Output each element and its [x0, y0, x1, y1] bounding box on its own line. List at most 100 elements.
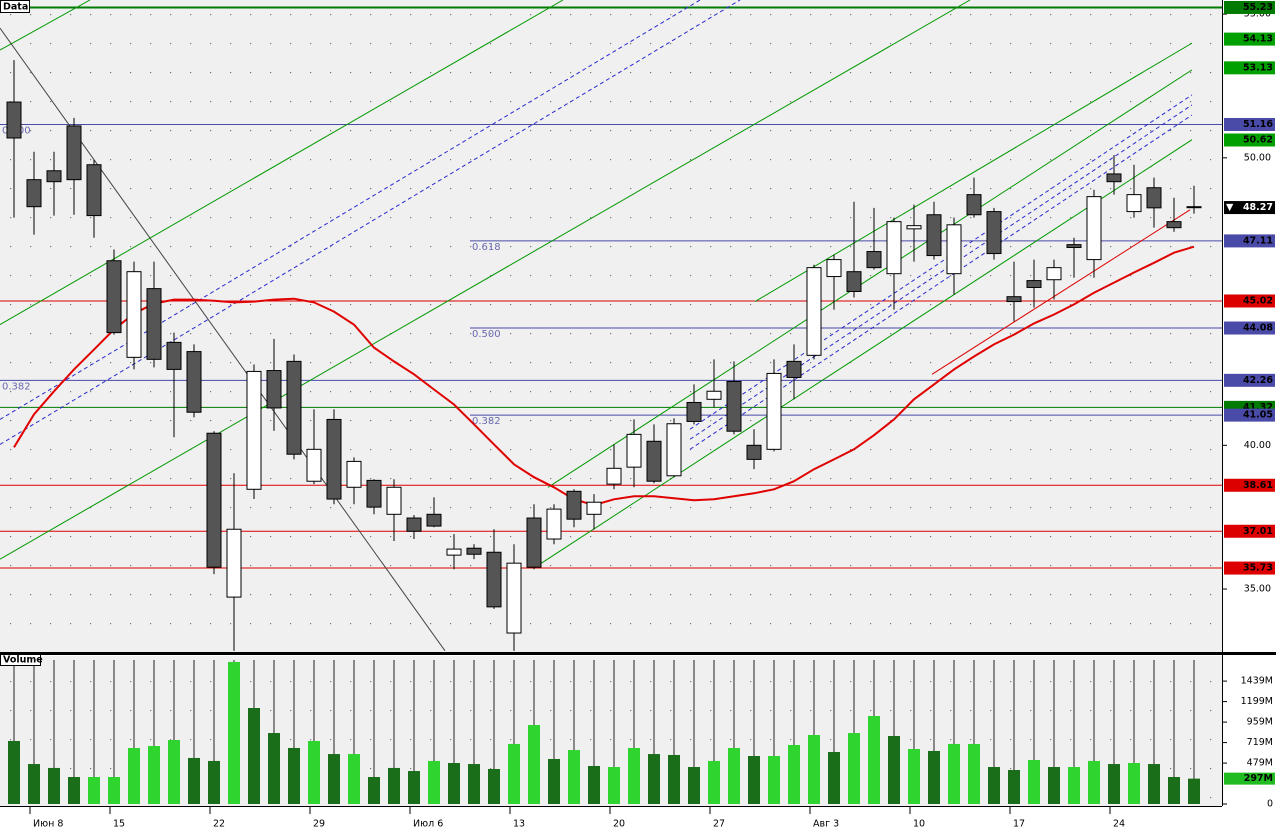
- volume-bar: [8, 740, 20, 804]
- candle-body: [526, 517, 542, 568]
- volume-bar: [728, 747, 740, 804]
- candle-body: [666, 423, 682, 477]
- y-tick-label: 1199M: [1241, 696, 1273, 707]
- panel-label-box: [0, 654, 41, 666]
- volume-bar: [928, 750, 940, 804]
- y-tick-label: 479M: [1247, 758, 1273, 769]
- level-label: 50.62: [1243, 135, 1273, 146]
- volume-bar: [348, 754, 360, 804]
- candle-body: [806, 267, 822, 356]
- x-tick-label: Июн 8: [33, 819, 63, 830]
- fib-label: 0.382: [472, 416, 501, 427]
- volume-bar: [648, 754, 660, 804]
- candle-body: [626, 433, 642, 468]
- level-box: [1224, 201, 1275, 215]
- y-tick-label: 40.00: [1244, 440, 1271, 451]
- last-volume-box: [1224, 772, 1275, 785]
- last-volume-label: 297M: [1244, 773, 1273, 784]
- candle-body: [746, 444, 762, 460]
- level-box: [1224, 408, 1275, 422]
- volume-bar: [428, 760, 440, 804]
- candle-body: [826, 259, 842, 278]
- level-box: [1224, 117, 1275, 131]
- level-box: [1224, 32, 1275, 46]
- trend-line: [539, 139, 1193, 565]
- y-tick-label: 55.00: [1244, 9, 1271, 20]
- candle-body: [446, 548, 462, 556]
- volume-bar: [968, 743, 980, 804]
- candle-body: [86, 164, 102, 217]
- candle-body: [286, 360, 302, 455]
- level-box: [1224, 0, 1275, 14]
- candle-body: [766, 372, 782, 450]
- x-tick-label: 27: [713, 819, 725, 830]
- level-box: [1224, 478, 1275, 492]
- y-tick-label: 35.00: [1244, 584, 1271, 595]
- volume-bar: [268, 733, 280, 804]
- volume-bar: [228, 661, 240, 804]
- volume-bar: [148, 746, 160, 804]
- volume-bar: [688, 767, 700, 804]
- level-box: [1224, 524, 1275, 538]
- volume-bar: [1148, 764, 1160, 804]
- volume-bar: [88, 777, 100, 804]
- volume-bar: [168, 740, 180, 804]
- volume-bar: [548, 758, 560, 804]
- volume-bar: [388, 767, 400, 804]
- trend-line: [0, 0, 91, 51]
- candle-body: [646, 440, 662, 482]
- candle-body: [1106, 173, 1122, 183]
- volume-bar: [608, 767, 620, 804]
- volume-bar: [1008, 770, 1020, 804]
- candle-body: [6, 101, 22, 139]
- y-tick-label: 1439M: [1241, 676, 1273, 687]
- candle-body: [1146, 187, 1162, 209]
- volume-bar: [508, 743, 520, 804]
- volume-bar: [188, 757, 200, 804]
- candle-body: [1166, 221, 1182, 229]
- level-box: [1224, 373, 1275, 387]
- candle-body: [1026, 280, 1042, 288]
- candle-body: [346, 460, 362, 488]
- candle-body: [466, 547, 482, 555]
- candle-body: [266, 370, 282, 409]
- level-label: 44.08: [1243, 323, 1273, 334]
- level-label: 55.23: [1243, 2, 1273, 13]
- candle-body: [126, 271, 142, 358]
- x-tick-label: Июл 6: [413, 819, 443, 830]
- volume-bar: [1128, 763, 1140, 804]
- trend-line: [931, 209, 1191, 375]
- candle-body: [246, 370, 262, 490]
- level-label: 42.26: [1243, 375, 1273, 386]
- candle-body: [966, 194, 982, 216]
- volume-bar: [528, 724, 540, 804]
- panel-title: Data: [3, 2, 28, 13]
- volume-bar: [588, 765, 600, 804]
- dot-grid: [0, 0, 1222, 652]
- candle-body: [686, 401, 702, 422]
- trend-line: [547, 69, 1193, 488]
- volume-bar: [788, 744, 800, 804]
- volume-bar: [988, 767, 1000, 804]
- volume-bar: [568, 750, 580, 804]
- level-marker: ▼: [1226, 202, 1234, 213]
- volume-bar: [748, 756, 760, 804]
- candle-body: [946, 224, 962, 275]
- fib-label: 0.500: [472, 329, 501, 340]
- panel-label-box: [0, 0, 30, 13]
- candle-body: [906, 225, 922, 230]
- x-tick-label: 24: [1113, 819, 1125, 830]
- candle-body: [1126, 194, 1142, 213]
- candle-body: [986, 211, 1002, 255]
- fib-label: 0.618: [472, 242, 501, 253]
- volume-bar: [108, 777, 120, 804]
- x-tick-label: Авг 3: [813, 819, 839, 830]
- x-tick-label: 20: [613, 819, 625, 830]
- candle-body: [726, 380, 742, 432]
- volume-bar: [328, 754, 340, 804]
- candle-body: [46, 170, 62, 183]
- level-label: 48.27: [1243, 202, 1273, 213]
